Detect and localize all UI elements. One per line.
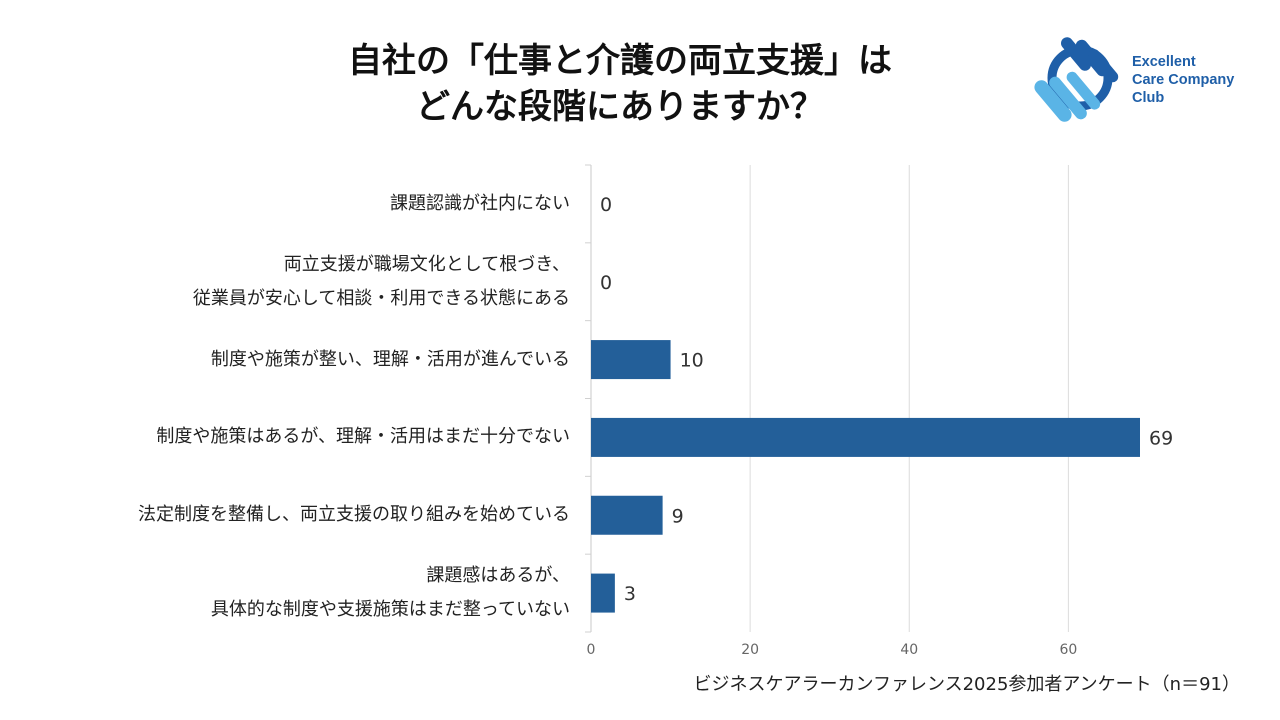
category-label: 従業員が安心して相談・利用できる状態にある xyxy=(192,287,570,309)
category-label: 両立支援が職場文化として根づき、 xyxy=(283,253,570,275)
chart-title-line2: どんな段階にありますか？ xyxy=(416,87,824,127)
logo-text-line1: Excellent xyxy=(1132,54,1196,70)
chart-title: 自社の「仕事と介護の両立支援」は どんな段階にありますか？ xyxy=(200,38,1040,130)
bar xyxy=(591,573,615,613)
bar-value-label: 3 xyxy=(624,583,636,605)
category-label: 制度や施策はあるが、理解・活用はまだ十分でない xyxy=(156,426,570,448)
x-tick-label: 60 xyxy=(1059,642,1077,658)
category-label: 具体的な制度や支援施策はまだ整っていない xyxy=(210,599,570,621)
x-tick-label: 40 xyxy=(900,642,918,658)
bar-value-label: 10 xyxy=(680,350,704,372)
hands-logo-icon xyxy=(1034,37,1119,122)
category-label: 課題感はあるが、 xyxy=(426,565,570,587)
logo-text: Excellent Care Company Club xyxy=(1132,53,1234,107)
logo-text-line3: Club xyxy=(1132,90,1165,106)
bar-value-label: 9 xyxy=(672,505,684,527)
bar-value-label: 0 xyxy=(600,272,612,294)
category-label: 課題認識が社内にない xyxy=(390,192,570,214)
company-logo: Excellent Care Company Club xyxy=(1032,28,1250,132)
bar xyxy=(591,417,1140,457)
bar xyxy=(591,495,663,535)
logo-text-line2: Care Company xyxy=(1132,72,1235,88)
source-note: ビジネスケアラーカンファレンス2025参加者アンケート（n＝91） xyxy=(693,674,1241,695)
x-tick-label: 20 xyxy=(741,642,759,658)
category-label: 法定制度を整備し、両立支援の取り組みを始めている xyxy=(138,504,570,526)
x-tick-label: 0 xyxy=(587,642,596,658)
bar-value-label: 0 xyxy=(600,194,612,216)
chart-title-line1: 自社の「仕事と介護の両立支援」は xyxy=(348,41,892,81)
bar xyxy=(591,340,671,380)
bar-value-label: 69 xyxy=(1149,427,1173,449)
category-label: 制度や施策が整い、理解・活用が進んでいる xyxy=(210,348,570,370)
